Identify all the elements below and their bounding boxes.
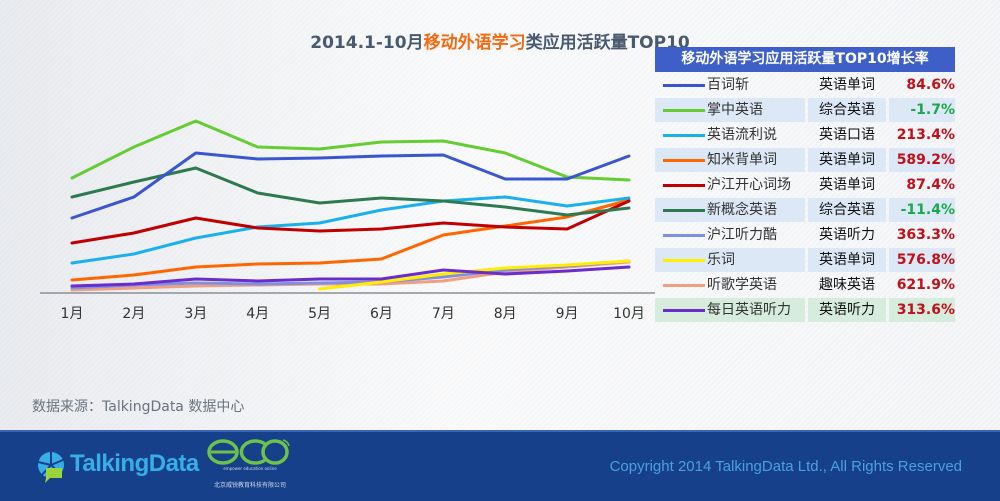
x-tick-label: 6月: [370, 306, 393, 322]
category-cell: 综合英语: [808, 98, 886, 122]
series-lines: [70, 119, 631, 292]
table-row: 沪江听力酷 英语听力 363.3%: [655, 223, 955, 247]
series-line-4: [70, 199, 631, 245]
series-line-0: [70, 151, 631, 220]
x-tick-labels: 1月 2月 3月 4月 5月 6月 7月 8月 9月 10月: [61, 306, 645, 322]
app-name: 掌中英语: [707, 102, 763, 118]
app-name: 乐词: [707, 252, 735, 268]
title-prefix: 2014.1-10月: [310, 33, 424, 53]
app-name: 知米背单词: [707, 152, 777, 168]
x-tick-label: 8月: [494, 306, 517, 322]
app-cell: 听歌学英语: [655, 273, 805, 297]
copyright: Copyright 2014 TalkingData Ltd., All Rig…: [609, 458, 962, 475]
legend-swatch: [663, 109, 705, 112]
category-cell: 英语单词: [808, 148, 886, 172]
app-name: 每日英语听力: [707, 302, 791, 318]
legend-swatch: [663, 159, 705, 162]
app-cell: 新概念英语: [655, 198, 805, 222]
app-name: 听歌学英语: [707, 277, 777, 293]
app-name: 英语流利说: [707, 127, 777, 143]
app-name: 新概念英语: [707, 202, 777, 218]
growth-cell: 213.4%: [896, 127, 955, 143]
x-tick-label: 7月: [432, 306, 455, 322]
legend-swatch: [663, 234, 705, 237]
eco-logo-icon: [207, 439, 290, 465]
talkingdata-brand: TalkingData: [70, 450, 199, 477]
series-line-3: [70, 198, 631, 282]
app-cell: 英语流利说: [655, 123, 805, 147]
category-cell: 趣味英语: [819, 277, 875, 293]
growth-cell: 363.3%: [896, 227, 955, 243]
app-cell: 每日英语听力: [655, 298, 805, 322]
partner-company: 北京威锐教育科技有限公司: [213, 482, 286, 489]
growth-cell: 576.8%: [889, 248, 955, 272]
legend-swatch: [663, 184, 705, 187]
app-name: 沪江听力酷: [707, 227, 777, 243]
app-name: 百词斩: [707, 77, 749, 93]
legend-swatch: [663, 209, 705, 212]
footer: TalkingData empower education online 北京威…: [0, 430, 1000, 501]
app-cell: 沪江开心词场: [655, 173, 805, 197]
category-cell: 英语单词: [808, 248, 886, 272]
x-tick-label: 9月: [556, 306, 579, 322]
x-tick-label: 4月: [246, 306, 269, 322]
table-row: 乐词 英语单词 576.8%: [655, 248, 955, 272]
legend-swatch: [663, 284, 705, 287]
growth-cell: 621.9%: [896, 277, 955, 293]
table-row: 沪江开心词场 英语单词 87.4%: [655, 173, 955, 197]
table-row: 知米背单词 英语单词 589.2%: [655, 148, 955, 172]
table-row: 听歌学英语 趣味英语 621.9%: [655, 273, 955, 297]
x-tick-label: 2月: [122, 306, 145, 322]
title-highlight: 移动外语学习: [423, 33, 526, 53]
growth-table-body: 百词斩 英语单词 84.6% 掌中英语 综合英语 -1.7% 英语流利说 英语口语 213.4%…: [655, 73, 955, 322]
x-tick-label: 5月: [308, 306, 331, 322]
app-cell: 知米背单词: [655, 148, 805, 172]
category-cell: 英语听力: [808, 298, 886, 322]
app-name: 沪江开心词场: [707, 177, 791, 193]
x-tick-label: 10月: [613, 306, 645, 322]
legend-swatch: [663, 134, 705, 137]
legend-swatch: [663, 309, 705, 312]
talkingdata-logo-icon: [37, 452, 64, 483]
category-cell: 英语口语: [819, 127, 875, 143]
app-cell: 掌中英语: [655, 98, 805, 122]
growth-cell: 87.4%: [906, 177, 955, 193]
growth-cell: 313.6%: [889, 298, 955, 322]
legend-swatch: [663, 259, 705, 262]
app-cell: 百词斩: [655, 73, 805, 97]
line-chart: 1月 2月 3月 4月 5月 6月 7月 8月 9月 10月: [40, 119, 655, 322]
category-cell: 英语听力: [819, 227, 875, 243]
title-suffix: 类应用活跃量TOP10: [525, 33, 690, 53]
x-tick-label: 3月: [184, 306, 207, 322]
partner-tagline: empower education online: [223, 466, 277, 471]
growth-cell: -11.4%: [889, 198, 955, 222]
table-row: 百词斩 英语单词 84.6%: [655, 73, 955, 97]
growth-cell: -1.7%: [889, 98, 955, 122]
series-line-2: [70, 195, 631, 265]
category-cell: 英语单词: [819, 177, 875, 193]
growth-table: 移动外语学习应用活跃量TOP10增长率 百词斩 英语单词 84.6% 掌中英语 综合英语…: [655, 47, 955, 322]
chart-title: 2014.1-10月移动外语学习类应用活跃量TOP10: [0, 28, 1000, 53]
series-line-5: [70, 166, 631, 217]
x-tick-label: 1月: [61, 306, 84, 322]
legend-swatch: [663, 84, 705, 87]
app-cell: 沪江听力酷: [655, 223, 805, 247]
table-row: 新概念英语 综合英语 -11.4%: [655, 198, 955, 222]
category-cell: 综合英语: [808, 198, 886, 222]
table-row: 掌中英语 综合英语 -1.7%: [655, 98, 955, 122]
series-line-1: [70, 119, 631, 182]
growth-table-header: 移动外语学习应用活跃量TOP10增长率: [655, 47, 955, 72]
growth-cell: 589.2%: [889, 148, 955, 172]
growth-cell: 84.6%: [906, 77, 955, 93]
talkingdata-logo: TalkingData: [34, 446, 199, 490]
app-cell: 乐词: [655, 248, 805, 272]
series-line-9: [70, 265, 631, 288]
table-row: 每日英语听力 英语听力 313.6%: [655, 298, 955, 322]
partner-logo: empower education online 北京威锐教育科技有限公司: [205, 436, 295, 496]
table-row: 英语流利说 英语口语 213.4%: [655, 123, 955, 147]
data-source: 数据来源：TalkingData 数据中心: [32, 399, 245, 415]
category-cell: 英语单词: [819, 77, 875, 93]
